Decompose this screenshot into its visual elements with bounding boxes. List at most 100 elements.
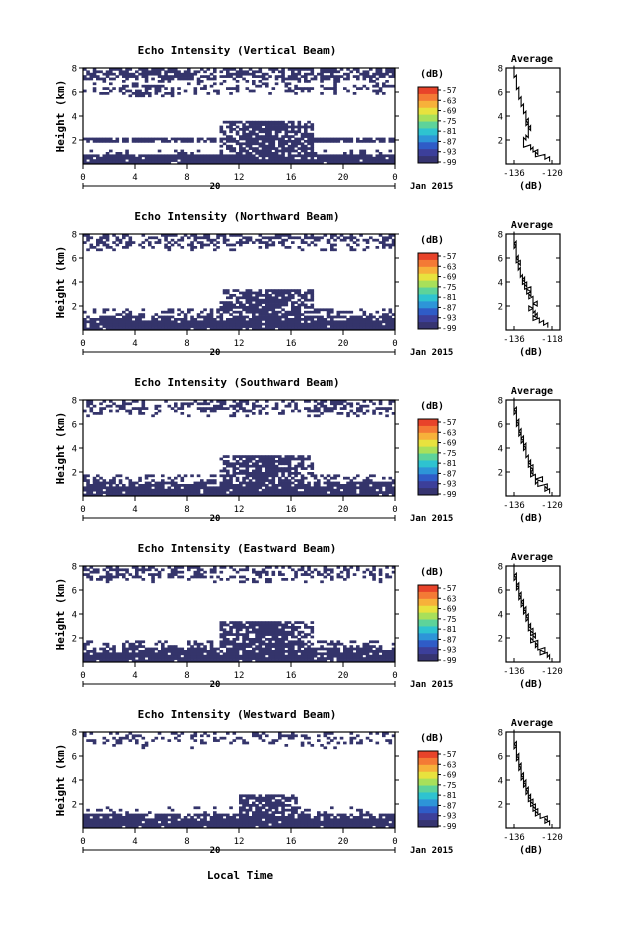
heatmap-cell: [313, 568, 318, 572]
heatmap-cell: [284, 469, 289, 473]
heatmap-cell: [265, 137, 269, 141]
heatmap-cell: [313, 659, 318, 663]
heatmap-cell: [287, 654, 292, 658]
heatmap-cell: [209, 647, 214, 651]
heatmap-cell: [255, 628, 259, 632]
heatmap-cell: [356, 568, 360, 572]
colorbar-segment: [418, 619, 438, 627]
heatmap-cell: [135, 741, 139, 745]
heatmap-cell: [213, 652, 217, 656]
heatmap-cell: [323, 327, 328, 331]
heatmap-cell: [219, 628, 224, 632]
heatmap-cell: [164, 813, 168, 817]
heatmap-cell: [356, 75, 360, 78]
heatmap-cell: [239, 243, 243, 247]
heatmap-cell: [167, 650, 172, 653]
heatmap-cell: [265, 642, 269, 646]
heatmap-cell: [245, 152, 250, 155]
heatmap-cell: [118, 823, 123, 826]
heatmap-cell: [203, 481, 207, 485]
heatmap-cell: [112, 72, 116, 76]
y-tick-label: 6: [72, 89, 77, 99]
heatmap-cell: [109, 578, 113, 581]
heatmap-cell: [278, 315, 282, 319]
heatmap-cell: [86, 818, 90, 822]
heatmap-cell: [388, 84, 393, 88]
heatmap-cell: [268, 659, 272, 663]
heatmap-cell: [193, 642, 198, 646]
heatmap-cell: [271, 645, 276, 648]
heatmap-cell: [382, 654, 386, 658]
heatmap-cell: [274, 657, 279, 660]
heatmap-cell: [372, 493, 376, 497]
heatmap-cell: [265, 464, 269, 468]
heatmap-cell: [265, 472, 269, 475]
heatmap-cell: [378, 159, 383, 162]
heatmap-cell: [255, 479, 259, 482]
heatmap-cell: [86, 493, 90, 497]
heatmap-cell: [284, 630, 289, 634]
heatmap-cell: [242, 488, 246, 492]
heatmap-cell: [206, 654, 211, 658]
heatmap-cell: [287, 486, 292, 490]
heatmap-cell: [310, 125, 315, 129]
heatmap-cell: [261, 128, 266, 131]
heatmap-cell: [271, 474, 276, 478]
heatmap-cell: [258, 289, 263, 292]
heatmap-cell: [216, 159, 220, 162]
heatmap-cell: [271, 152, 276, 155]
heatmap-cell: [154, 816, 159, 819]
heatmap-cell: [216, 400, 220, 403]
heatmap-cell: [336, 488, 341, 492]
heatmap-cell: [261, 464, 266, 468]
heatmap-cell: [248, 301, 253, 304]
heatmap-cell: [268, 474, 272, 478]
heatmap-cell: [222, 306, 227, 309]
heatmap-cell: [216, 234, 220, 237]
heatmap-cell: [148, 820, 152, 824]
heatmap-cell: [115, 568, 120, 572]
heatmap-cell: [219, 301, 224, 304]
heatmap-cell: [278, 322, 282, 326]
heatmap-cell: [258, 659, 263, 663]
heatmap-cell: [274, 82, 279, 86]
heatmap-cell: [268, 645, 272, 648]
heatmap-cell: [235, 654, 240, 658]
heatmap-cell: [287, 650, 292, 653]
heatmap-cell: [203, 70, 207, 74]
heatmap-cell: [330, 318, 334, 321]
heatmap-cell: [154, 70, 159, 74]
heatmap-cell: [245, 315, 250, 319]
heatmap-cell: [141, 325, 146, 328]
heatmap-cell: [235, 315, 240, 319]
heatmap-cell: [112, 486, 116, 490]
heatmap-cell: [265, 570, 269, 574]
heatmap-cell: [307, 327, 311, 331]
heatmap-cell: [226, 630, 230, 634]
heatmap-cell: [297, 645, 302, 648]
heatmap-cell: [154, 87, 159, 90]
heatmap-cell: [177, 734, 181, 738]
heatmap-cell: [271, 156, 276, 160]
heatmap-cell: [196, 491, 201, 494]
colorbar-segment: [418, 598, 438, 607]
heatmap-cell: [112, 493, 116, 497]
heatmap-cell: [235, 306, 240, 309]
heatmap-cell: [151, 654, 155, 658]
heatmap-cell: [317, 238, 321, 242]
heatmap-cell: [86, 816, 90, 819]
heatmap-cell: [294, 659, 298, 663]
heatmap-cell: [164, 320, 168, 324]
heatmap-cell: [317, 322, 321, 326]
heatmap-cell: [356, 566, 360, 569]
heatmap-cell: [349, 493, 354, 497]
heatmap-cell: [226, 474, 230, 478]
heatmap-cell: [213, 89, 217, 93]
heatmap-cell: [343, 578, 347, 581]
heatmap-cell: [297, 491, 302, 494]
heatmap-cell: [232, 137, 237, 141]
heatmap-cell: [196, 325, 201, 328]
heatmap-cell: [131, 315, 136, 319]
heatmap-cell: [255, 142, 259, 146]
heatmap-cell: [248, 161, 253, 165]
